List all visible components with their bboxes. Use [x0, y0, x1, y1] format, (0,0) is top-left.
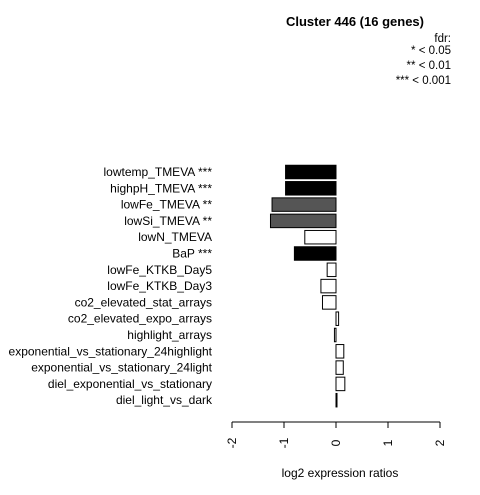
- legend-entry-1: * < 0.05: [411, 45, 451, 57]
- category-labels: lowtemp_TMEVA *** highpH_TMEVA *** lowFe_T…: [9, 165, 213, 407]
- category-label: highlight_arrays: [127, 328, 212, 342]
- bar: [335, 344, 345, 359]
- category-label: lowFe_KTKB_Day3: [107, 279, 212, 293]
- bar: [335, 311, 340, 326]
- bar: [321, 295, 337, 310]
- bar: [335, 360, 344, 375]
- category-label: lowSi_TMEVA **: [124, 214, 212, 228]
- bar: [335, 376, 346, 392]
- bar: [326, 262, 337, 278]
- bar: [293, 246, 337, 261]
- legend-entry-2: ** < 0.01: [407, 60, 451, 72]
- category-label: co2_elevated_expo_arrays: [68, 312, 212, 326]
- category-label: exponential_vs_stationary_24light: [31, 361, 212, 375]
- x-tick-label: 2: [433, 439, 447, 446]
- x-axis: -2 -1 0 1 2: [225, 421, 447, 448]
- category-label: exponential_vs_stationary_24highlight: [9, 344, 213, 358]
- category-label: lowtemp_TMEVA ***: [104, 165, 213, 179]
- bar: [304, 229, 337, 245]
- category-label: BaP ***: [172, 247, 212, 261]
- category-label: highpH_TMEVA ***: [110, 181, 212, 195]
- bar: [333, 327, 337, 343]
- category-label: lowN_TMEVA: [138, 230, 212, 244]
- category-label: lowFe_TMEVA **: [121, 198, 212, 212]
- x-tick-label: -1: [277, 437, 291, 448]
- x-tick-label: 1: [381, 439, 395, 446]
- x-axis-label: log2 expression ratios: [282, 466, 399, 480]
- category-label: diel_exponential_vs_stationary: [48, 377, 212, 391]
- category-label: diel_light_vs_dark: [116, 393, 213, 407]
- bar: [335, 392, 338, 408]
- bar: [269, 213, 337, 229]
- bar: [271, 197, 337, 212]
- x-tick-label: 0: [329, 439, 343, 446]
- category-label: co2_elevated_stat_arrays: [75, 295, 212, 309]
- bar: [285, 181, 337, 196]
- bar: [320, 278, 337, 294]
- bar: [285, 164, 337, 180]
- chart-title: Cluster 446 (16 genes): [286, 14, 424, 29]
- legend-entry-3: *** < 0.001: [396, 75, 451, 87]
- legend-title: fdr:: [434, 33, 451, 45]
- category-label: lowFe_KTKB_Day5: [107, 263, 212, 277]
- bars-group: [269, 164, 346, 408]
- x-tick-label: -2: [225, 437, 239, 448]
